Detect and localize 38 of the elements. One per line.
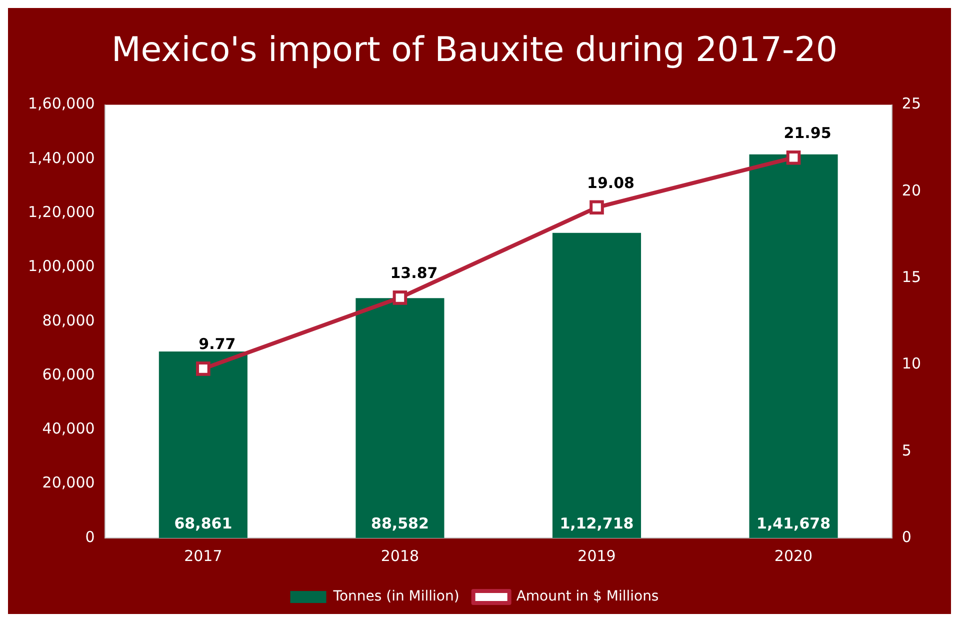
bar	[158, 352, 248, 538]
y-tick-label: 20,000	[42, 474, 95, 492]
y-tick-label: 40,000	[42, 420, 95, 438]
data-label: 19.08	[587, 174, 634, 192]
point	[590, 200, 604, 215]
y-tick-label: 1,00,000	[28, 257, 95, 276]
point	[196, 362, 210, 376]
data-label: 88,582	[371, 514, 429, 532]
y-tick-label: 1,20,000	[28, 202, 95, 221]
data-label: 13.87	[390, 264, 438, 282]
y-tick-label: 60,000	[42, 365, 95, 384]
x-tick-label: 2020	[774, 546, 813, 565]
y2-tick-label: 20	[902, 181, 922, 200]
data-label: 9.77	[198, 335, 236, 354]
data-label: 1,41,678	[756, 514, 831, 532]
data-label: 21.95	[784, 124, 832, 142]
y2-tick-label: 5	[902, 441, 912, 460]
data-label: 1,12,718	[560, 514, 634, 532]
bar	[552, 232, 642, 538]
x-tick-label: 2018	[380, 546, 420, 565]
x-tick-label: 2017	[184, 546, 222, 565]
point	[392, 290, 408, 305]
bar	[749, 154, 838, 538]
bar	[356, 298, 444, 538]
y2-tick-label: 25	[902, 94, 922, 113]
point	[786, 150, 801, 165]
y-tick-label: 1,60,000	[28, 94, 95, 113]
y-tick-label: 1,40,000	[28, 148, 95, 167]
legend-label: Amount in $ Millions	[516, 588, 659, 605]
y2-tick-label: 10	[902, 354, 922, 373]
y-tick-label: 80,000	[42, 311, 95, 330]
y2-tick-label: 0	[902, 528, 912, 546]
y-tick-label: 0	[85, 528, 95, 546]
legend-label: Tonnes (in Million)	[332, 588, 460, 605]
y2-tick-label: 15	[902, 268, 922, 286]
data-label: 68,861	[174, 514, 232, 532]
x-tick-label: 2019	[578, 546, 616, 565]
chart-title: Mexico's import of Bauxite during 2017-20	[111, 30, 838, 70]
